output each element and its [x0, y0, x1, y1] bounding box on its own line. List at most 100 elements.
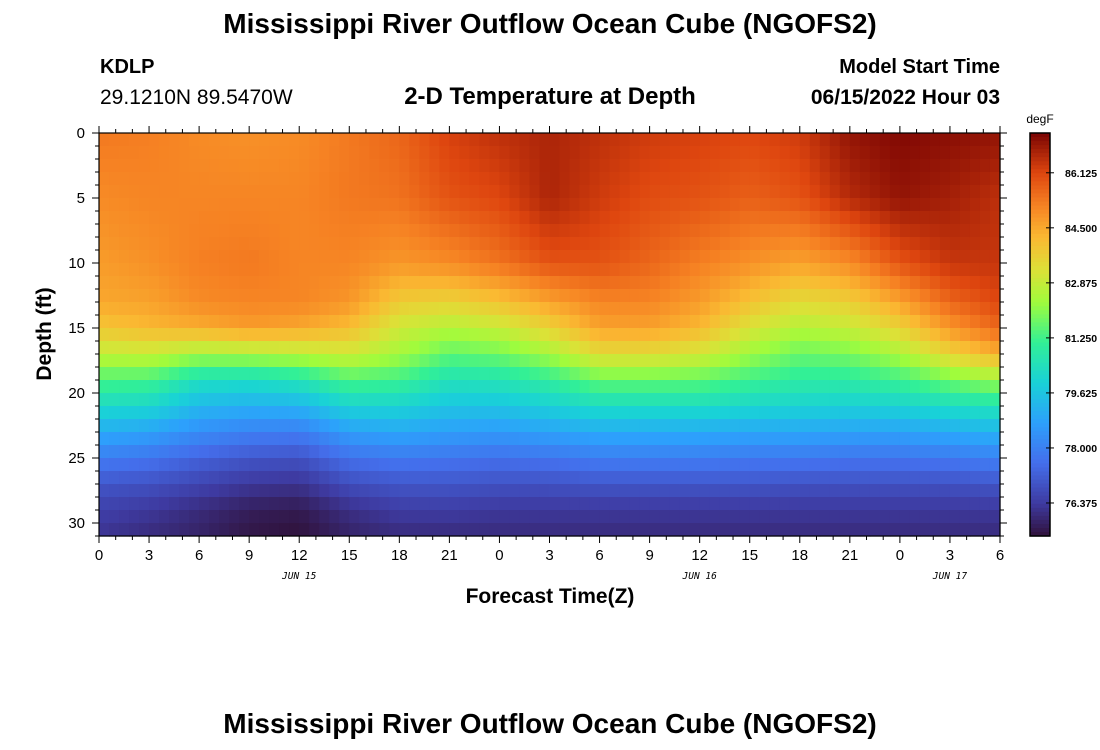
heatmap-cell — [309, 523, 320, 537]
heatmap-cell — [229, 263, 240, 277]
heatmap-cell — [969, 497, 981, 511]
heatmap-cell — [679, 289, 691, 303]
heatmap-cell — [749, 224, 761, 238]
heatmap-cell — [109, 263, 120, 277]
heatmap-cell — [429, 172, 440, 186]
heatmap-cell — [129, 224, 140, 238]
heatmap-cell — [349, 289, 360, 303]
heatmap-cell — [119, 185, 130, 199]
heatmap-cell — [729, 302, 741, 316]
heatmap-cell — [809, 263, 821, 277]
heatmap-cell — [479, 523, 491, 537]
heatmap-cell — [239, 354, 250, 368]
heatmap-cell — [649, 315, 661, 329]
heatmap-cell — [139, 224, 150, 238]
heatmap-cell — [679, 341, 691, 355]
heatmap-cell — [399, 146, 410, 160]
heatmap-cell — [479, 393, 491, 407]
heatmap-cell — [929, 146, 941, 160]
heatmap-cell — [639, 315, 651, 329]
heatmap-cell — [679, 159, 691, 173]
heatmap-cell — [489, 315, 501, 329]
heatmap-cell — [219, 367, 230, 381]
heatmap-cell — [739, 354, 751, 368]
heatmap-cell — [739, 211, 751, 225]
heatmap-cell — [769, 211, 781, 225]
heatmap-cell — [869, 224, 881, 238]
heatmap-cell — [449, 172, 460, 186]
heatmap-cell — [299, 198, 310, 212]
heatmap-cell — [339, 276, 350, 290]
heatmap-cell — [889, 497, 901, 511]
heatmap-cell — [539, 237, 551, 251]
heatmap-cell — [829, 224, 841, 238]
heatmap-cell — [649, 159, 661, 173]
heatmap-cell — [429, 406, 440, 420]
heatmap-cell — [239, 159, 250, 173]
heatmap-cell — [779, 367, 791, 381]
heatmap-cell — [479, 315, 491, 329]
heatmap-cell — [699, 393, 711, 407]
heatmap-cell — [949, 380, 961, 394]
heatmap-cell — [129, 419, 140, 433]
heatmap-cell — [509, 510, 521, 524]
heatmap-cell — [629, 237, 641, 251]
heatmap-cell — [339, 263, 350, 277]
colorbar-swatch — [1030, 133, 1050, 138]
heatmap-cell — [179, 302, 190, 316]
heatmap-cell — [809, 484, 821, 498]
heatmap-cell — [379, 276, 390, 290]
heatmap-cell — [99, 458, 110, 472]
heatmap-cell — [99, 159, 110, 173]
heatmap-cell — [859, 341, 871, 355]
heatmap-cell — [189, 354, 200, 368]
heatmap-cell — [489, 211, 501, 225]
heatmap-cell — [769, 458, 781, 472]
y-tick-label: 25 — [68, 450, 85, 467]
heatmap-cell — [299, 211, 310, 225]
heatmap-cell — [549, 211, 561, 225]
heatmap-cell — [759, 432, 771, 446]
heatmap-cell — [569, 523, 581, 537]
heatmap-cell — [929, 445, 941, 459]
y-tick-label: 5 — [77, 190, 85, 207]
heatmap-cell — [719, 471, 731, 485]
heatmap-cell — [899, 458, 911, 472]
heatmap-cell — [729, 471, 741, 485]
heatmap-cell — [969, 419, 981, 433]
heatmap-cell — [179, 159, 190, 173]
footer-title: Mississippi River Outflow Ocean Cube (NG… — [223, 708, 877, 739]
heatmap-cell — [619, 523, 631, 537]
colorbar-swatch — [1030, 253, 1050, 259]
heatmap-cell — [609, 237, 621, 251]
heatmap-cell — [699, 250, 711, 264]
colorbar-swatch — [1030, 487, 1050, 493]
colorbar-swatch — [1030, 330, 1050, 336]
heatmap-cell — [749, 263, 761, 277]
heatmap-cell — [129, 159, 140, 173]
heatmap-cell — [369, 458, 380, 472]
heatmap-cell — [789, 393, 801, 407]
heatmap-cell — [779, 393, 791, 407]
heatmap-cell — [709, 224, 721, 238]
heatmap-cell — [739, 237, 751, 251]
heatmap-cell — [329, 341, 340, 355]
heatmap-cell — [849, 211, 861, 225]
heatmap-cell — [269, 458, 280, 472]
heatmap-cell — [249, 484, 260, 498]
heatmap-cell — [239, 432, 250, 446]
heatmap-cell — [459, 497, 471, 511]
heatmap-cell — [759, 146, 771, 160]
heatmap-cell — [859, 172, 871, 186]
heatmap-cell — [169, 523, 180, 537]
heatmap-cell — [249, 510, 260, 524]
heatmap-cell — [319, 419, 330, 433]
heatmap-cell — [609, 419, 621, 433]
colorbar-swatch — [1030, 467, 1050, 473]
heatmap-cell — [329, 484, 340, 498]
heatmap-cell — [799, 510, 811, 524]
heatmap-cell — [659, 250, 671, 264]
heatmap-cell — [779, 133, 791, 147]
heatmap-cell — [669, 159, 681, 173]
heatmap-cell — [389, 211, 400, 225]
